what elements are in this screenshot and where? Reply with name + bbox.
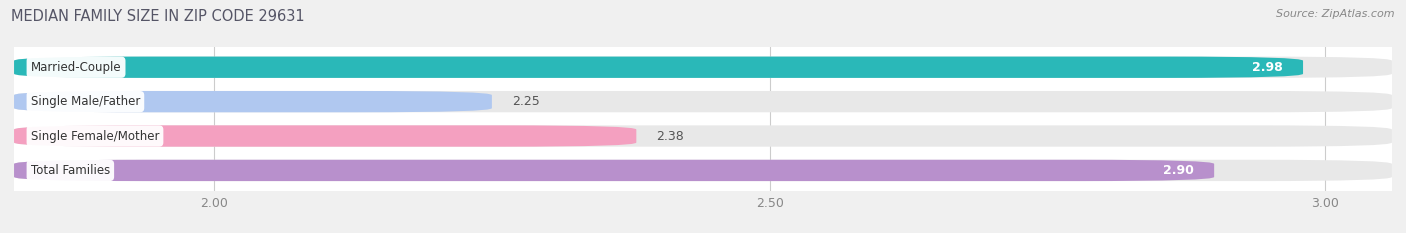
FancyBboxPatch shape bbox=[14, 91, 1392, 112]
Text: MEDIAN FAMILY SIZE IN ZIP CODE 29631: MEDIAN FAMILY SIZE IN ZIP CODE 29631 bbox=[11, 9, 305, 24]
Text: 2.98: 2.98 bbox=[1253, 61, 1284, 74]
Text: Total Families: Total Families bbox=[31, 164, 110, 177]
Text: Married-Couple: Married-Couple bbox=[31, 61, 121, 74]
Text: Single Female/Mother: Single Female/Mother bbox=[31, 130, 159, 143]
FancyBboxPatch shape bbox=[14, 91, 492, 112]
Text: Single Male/Father: Single Male/Father bbox=[31, 95, 141, 108]
Text: 2.38: 2.38 bbox=[657, 130, 685, 143]
FancyBboxPatch shape bbox=[14, 57, 1392, 78]
Text: 2.25: 2.25 bbox=[512, 95, 540, 108]
FancyBboxPatch shape bbox=[14, 125, 637, 147]
FancyBboxPatch shape bbox=[14, 57, 1303, 78]
Text: Source: ZipAtlas.com: Source: ZipAtlas.com bbox=[1277, 9, 1395, 19]
Text: 2.90: 2.90 bbox=[1163, 164, 1194, 177]
FancyBboxPatch shape bbox=[14, 125, 1392, 147]
FancyBboxPatch shape bbox=[14, 160, 1215, 181]
FancyBboxPatch shape bbox=[14, 160, 1392, 181]
